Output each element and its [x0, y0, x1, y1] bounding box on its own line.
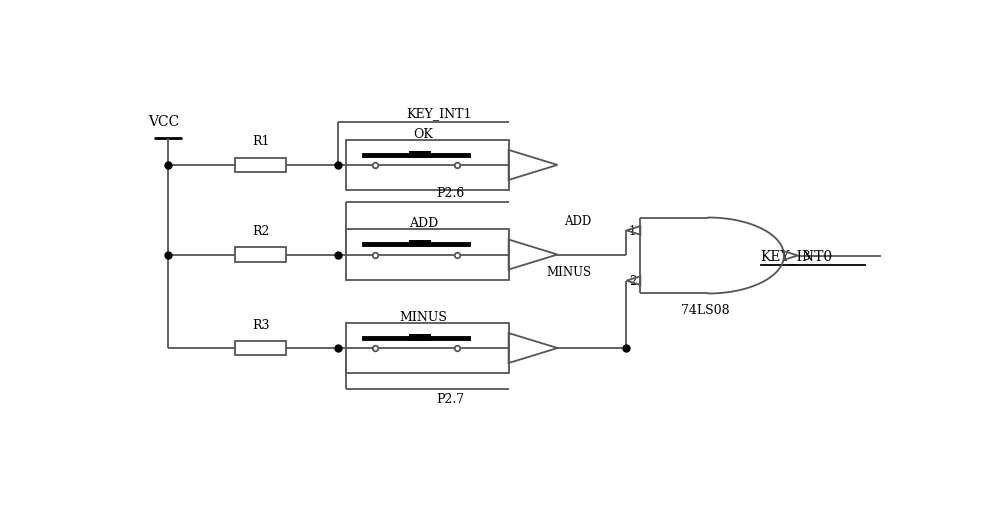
Text: VCC: VCC — [148, 115, 180, 129]
Text: OK: OK — [414, 127, 434, 140]
Text: 74LS08: 74LS08 — [681, 304, 729, 317]
Text: MINUS: MINUS — [546, 265, 592, 278]
Bar — [346, 230, 509, 280]
Text: P2.7: P2.7 — [436, 392, 465, 406]
Text: R3: R3 — [252, 318, 269, 331]
Text: ADD: ADD — [564, 215, 592, 228]
Text: KEY_INT0: KEY_INT0 — [761, 248, 833, 264]
Bar — [409, 241, 431, 248]
Text: KEY_INT1: KEY_INT1 — [406, 107, 472, 120]
Bar — [409, 152, 431, 158]
Text: R2: R2 — [252, 225, 269, 237]
Text: 1: 1 — [629, 224, 637, 237]
Bar — [409, 334, 431, 341]
Bar — [346, 140, 509, 191]
Bar — [235, 247, 286, 263]
Bar — [235, 158, 286, 173]
Bar — [235, 341, 286, 356]
Text: MINUS: MINUS — [400, 310, 448, 323]
Bar — [346, 323, 509, 374]
Text: R1: R1 — [252, 135, 269, 148]
Text: 3: 3 — [802, 249, 809, 263]
Text: ADD: ADD — [409, 217, 438, 230]
Text: 2: 2 — [629, 275, 637, 287]
Text: P2.6: P2.6 — [436, 186, 465, 199]
